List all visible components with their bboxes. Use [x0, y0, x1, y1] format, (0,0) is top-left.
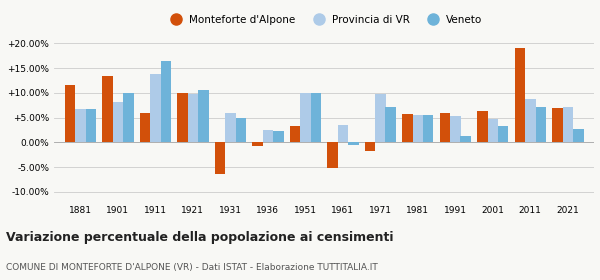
Bar — [263, 130, 273, 142]
Bar — [273, 131, 284, 142]
Bar — [150, 74, 161, 142]
Bar — [461, 136, 471, 142]
Bar — [552, 108, 563, 142]
Bar — [75, 109, 86, 142]
Bar — [236, 118, 246, 142]
Text: Variazione percentuale della popolazione ai censimenti: Variazione percentuale della popolazione… — [6, 231, 394, 244]
Bar — [177, 93, 187, 142]
Bar — [450, 116, 461, 142]
Bar — [161, 61, 171, 142]
Bar — [290, 126, 300, 142]
Bar — [252, 142, 263, 146]
Text: COMUNE DI MONTEFORTE D'ALPONE (VR) - Dati ISTAT - Elaborazione TUTTITALIA.IT: COMUNE DI MONTEFORTE D'ALPONE (VR) - Dat… — [6, 263, 378, 272]
Bar — [187, 94, 198, 142]
Bar — [102, 76, 113, 142]
Bar — [198, 90, 209, 142]
Bar — [498, 125, 508, 142]
Bar — [365, 142, 375, 151]
Bar — [563, 107, 573, 142]
Bar — [327, 142, 337, 168]
Bar — [86, 109, 96, 142]
Bar — [573, 129, 583, 142]
Bar — [123, 93, 133, 142]
Bar — [477, 111, 487, 142]
Bar — [402, 114, 413, 142]
Bar — [113, 102, 123, 142]
Bar — [525, 99, 536, 142]
Bar — [311, 93, 321, 142]
Bar — [348, 142, 359, 145]
Bar — [413, 115, 423, 142]
Bar — [487, 119, 498, 142]
Legend: Monteforte d'Alpone, Provincia di VR, Veneto: Monteforte d'Alpone, Provincia di VR, Ve… — [166, 15, 482, 25]
Bar — [215, 142, 225, 174]
Bar — [337, 125, 348, 142]
Bar — [300, 93, 311, 142]
Bar — [515, 48, 525, 142]
Bar — [385, 107, 396, 142]
Bar — [65, 85, 75, 142]
Bar — [423, 115, 433, 142]
Bar — [536, 107, 546, 142]
Bar — [139, 113, 150, 142]
Bar — [439, 113, 450, 142]
Bar — [225, 113, 235, 142]
Bar — [375, 94, 386, 142]
